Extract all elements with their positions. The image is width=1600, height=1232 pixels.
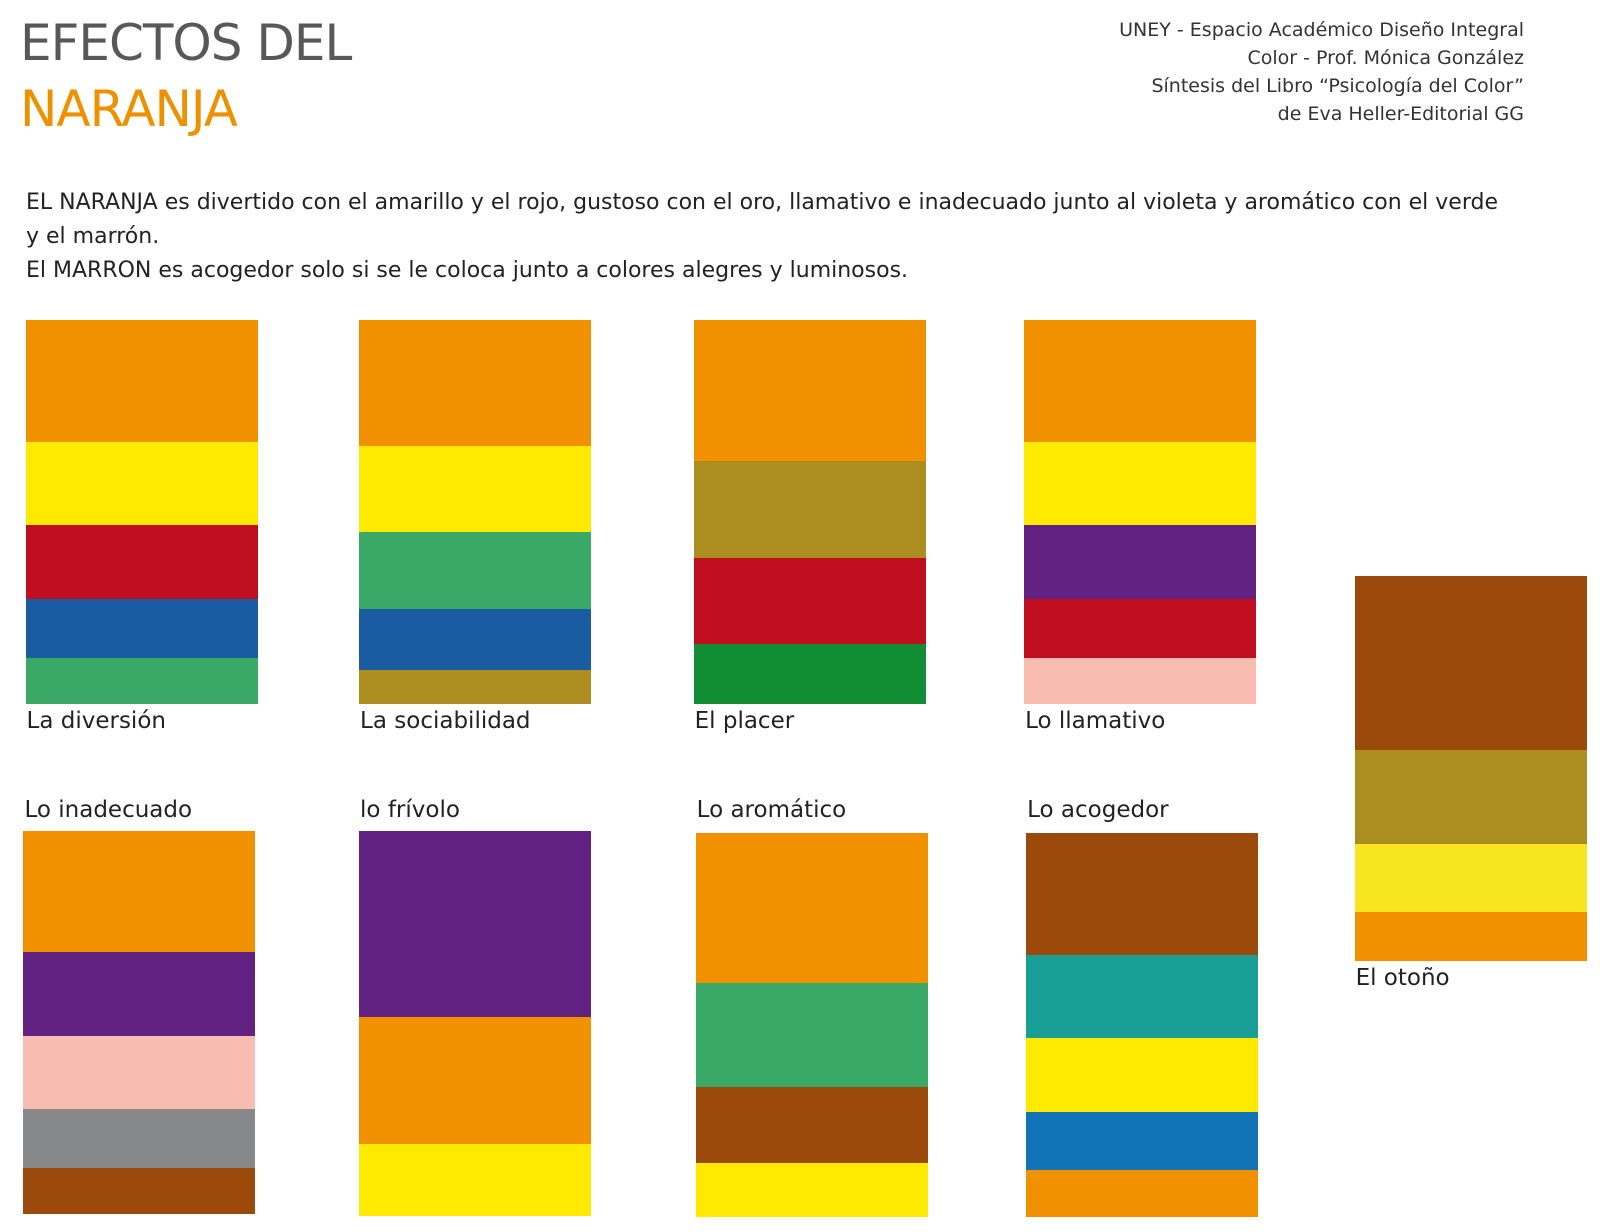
color-band bbox=[1026, 1111, 1259, 1170]
color-band bbox=[1026, 1169, 1259, 1217]
color-band bbox=[1024, 598, 1257, 658]
color-band bbox=[359, 1144, 592, 1216]
color-panel bbox=[695, 833, 928, 1217]
color-band bbox=[693, 557, 926, 644]
panel-label: Lo llamativo bbox=[1025, 707, 1166, 734]
color-band bbox=[693, 461, 926, 558]
panel-label: Lo aromático bbox=[696, 796, 847, 823]
color-band bbox=[25, 441, 258, 526]
color-band bbox=[23, 1108, 256, 1168]
title-accent: NARANJA bbox=[20, 80, 238, 138]
credit-line: de Eva Heller-Editorial GG bbox=[1277, 103, 1524, 125]
color-band bbox=[25, 598, 258, 658]
color-band bbox=[359, 532, 592, 609]
color-panel bbox=[1026, 833, 1259, 1217]
color-band bbox=[1354, 843, 1587, 912]
color-band bbox=[359, 831, 592, 1017]
color-band bbox=[23, 831, 256, 952]
color-band bbox=[23, 1167, 256, 1214]
credit-line: UNEY - Espacio Académico Diseño Integral bbox=[1119, 19, 1524, 41]
color-panel bbox=[693, 320, 926, 704]
panel-label: Lo acogedor bbox=[1027, 796, 1169, 823]
color-panel bbox=[1024, 320, 1257, 704]
color-band bbox=[693, 643, 926, 704]
color-band bbox=[1026, 1038, 1259, 1112]
color-band bbox=[695, 833, 928, 984]
credit-line: Síntesis del Libro “Psicología del Color… bbox=[1151, 75, 1524, 97]
color-band bbox=[1024, 441, 1257, 526]
intro-paragraph: El MARRON es acogedor solo si se le colo… bbox=[26, 258, 909, 283]
color-band bbox=[1024, 525, 1257, 599]
panel-label: La sociabilidad bbox=[360, 707, 531, 734]
color-band bbox=[695, 1162, 928, 1217]
credits: UNEY - Espacio Académico Diseño Integral… bbox=[1119, 16, 1524, 128]
color-band bbox=[695, 1087, 928, 1163]
color-band bbox=[1354, 911, 1587, 961]
color-band bbox=[1024, 320, 1257, 442]
color-band bbox=[359, 670, 592, 704]
color-band bbox=[359, 1016, 592, 1145]
color-band bbox=[23, 951, 256, 1037]
color-band bbox=[25, 657, 258, 704]
color-band bbox=[1026, 833, 1259, 955]
color-band bbox=[25, 525, 258, 599]
color-band bbox=[695, 983, 928, 1088]
color-band bbox=[25, 320, 258, 442]
credit-line: Color - Prof. Mónica González bbox=[1247, 47, 1524, 69]
panel-label: La diversión bbox=[26, 707, 166, 734]
panel-label: Lo inadecuado bbox=[24, 796, 193, 823]
panel-label: lo frívolo bbox=[360, 796, 460, 823]
title: EFECTOS DEL bbox=[20, 14, 352, 72]
color-panel bbox=[359, 320, 592, 704]
color-panel bbox=[25, 320, 258, 704]
color-band bbox=[359, 445, 592, 533]
intro: EL NARANJA es divertido con el amarillo … bbox=[26, 186, 1516, 288]
color-band bbox=[1354, 749, 1587, 844]
color-band bbox=[359, 608, 592, 671]
intro-paragraph: EL NARANJA es divertido con el amarillo … bbox=[26, 190, 1498, 249]
color-panel bbox=[359, 831, 592, 1216]
color-band bbox=[693, 320, 926, 462]
color-band bbox=[1354, 576, 1587, 750]
color-band bbox=[1026, 954, 1259, 1039]
color-band bbox=[23, 1036, 256, 1109]
color-panel bbox=[23, 831, 256, 1214]
panel-label: El placer bbox=[694, 707, 795, 734]
color-band bbox=[359, 320, 592, 446]
color-panel bbox=[1354, 576, 1587, 961]
color-band bbox=[1024, 657, 1257, 704]
panel-label: El otoño bbox=[1355, 964, 1450, 991]
